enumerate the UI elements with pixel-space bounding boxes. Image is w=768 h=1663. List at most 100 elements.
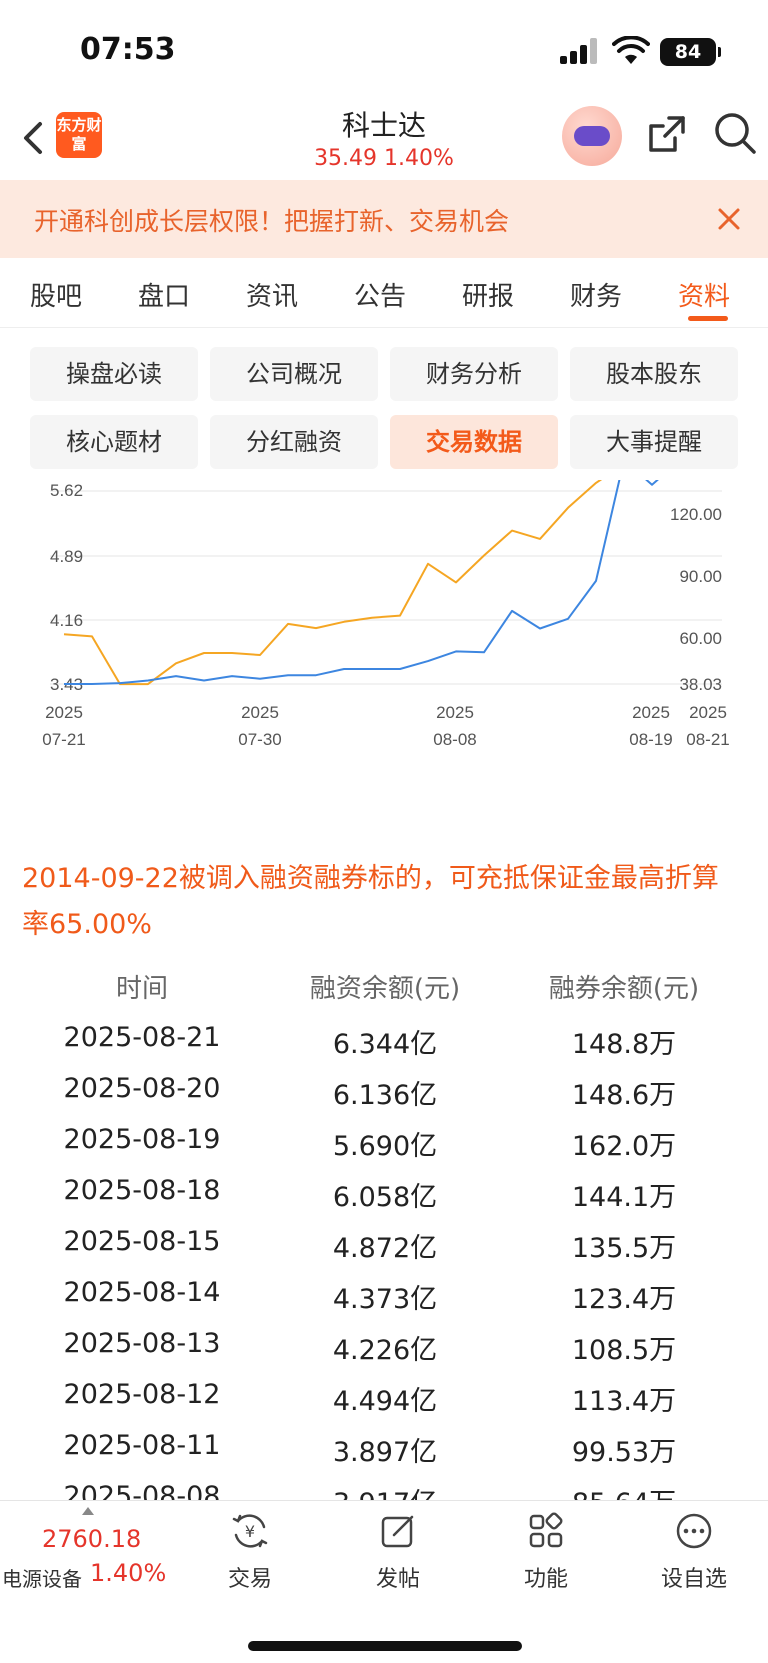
cell-date: 2025-08-19 [63, 1124, 221, 1155]
cell-date: 2025-08-15 [63, 1226, 221, 1257]
table-row: 2025-08-13 4.226亿 108.5万 [0, 1320, 768, 1371]
margin-table: 2025-08-21 6.344亿 148.8万 2025-08-20 6.136亿 14… [0, 1014, 768, 1500]
cell-financing-balance: 6.344亿 [332, 1029, 438, 1060]
cell-date: 2025-08-18 [63, 1175, 221, 1206]
table-row: 2025-08-21 6.344亿 148.8万 [0, 1014, 768, 1065]
x-tick-label: 2025 [436, 703, 474, 722]
x-tick-label: 2025 [632, 703, 670, 722]
cell-short-balance: 113.4万 [571, 1386, 677, 1417]
cell-date: 2025-08-21 [63, 1022, 221, 1053]
cell-date: 2025-08-20 [63, 1073, 221, 1104]
subtab-trading-guide[interactable]: 操盘必读 [30, 347, 198, 401]
edit-icon [381, 1515, 414, 1548]
table-row: 2025-08-08 3.917亿 85.64万 [0, 1473, 768, 1500]
banner-text: 开通科创成长层权限！把握打新、交易机会 [34, 207, 510, 236]
expand-arrow-icon[interactable] [82, 1507, 94, 1515]
x-tick-label: 2025 [689, 703, 727, 722]
cell-financing-balance: 6.058亿 [332, 1182, 438, 1213]
status-time: 07:53 [80, 32, 176, 67]
table-row: 2025-08-19 5.690亿 162.0万 [0, 1116, 768, 1167]
status-bar: 07:53 84 [0, 0, 768, 100]
tab-active-indicator [688, 316, 728, 321]
tab-research[interactable]: 研报 [462, 282, 515, 312]
x-tick-label: 07-30 [238, 730, 281, 749]
battery-icon: 84 [660, 38, 721, 66]
cell-date: 2025-08-08 [63, 1481, 221, 1500]
index-name[interactable]: 电源设备 [2, 1567, 82, 1591]
tab-announcements[interactable]: 公告 [354, 282, 407, 312]
back-icon[interactable] [18, 118, 48, 158]
tab-pankou[interactable]: 盘口 [138, 282, 191, 312]
assistant-robot-icon[interactable] [562, 106, 622, 166]
cell-financing-balance: 3.897亿 [332, 1437, 438, 1468]
section-tabs: 股吧 盘口 资讯 公告 研报 财务 资料 [0, 258, 768, 328]
cell-financing-balance: 6.136亿 [332, 1080, 438, 1111]
subtab-dividends[interactable]: 分红融资 [210, 415, 378, 469]
table-row: 2025-08-15 4.872亿 135.5万 [0, 1218, 768, 1269]
subtab-major-events[interactable]: 大事提醒 [570, 415, 738, 469]
tab-finance[interactable]: 财务 [570, 282, 623, 312]
x-tick-label: 2025 [45, 703, 83, 722]
yuan-exchange-icon: ¥ [232, 1514, 268, 1548]
tab-guba[interactable]: 股吧 [30, 282, 83, 312]
y-right-tick: 120.00 [670, 505, 722, 524]
y-left-tick: 4.16 [50, 611, 83, 630]
col-header-short: 融券余额(元) [548, 974, 700, 1004]
table-row: 2025-08-12 4.494亿 113.4万 [0, 1371, 768, 1422]
app-logo: 东方财富 [56, 112, 102, 158]
cell-short-balance: 85.64万 [524, 1481, 724, 1500]
short-balance-line [63, 480, 603, 686]
subtab-financial-analysis[interactable]: 财务分析 [390, 347, 558, 401]
cell-short-balance: 123.4万 [571, 1284, 677, 1315]
index-change[interactable]: 1.40% [90, 1559, 167, 1587]
cell-date: 2025-08-13 [63, 1328, 221, 1359]
promo-banner[interactable]: 开通科创成长层权限！把握打新、交易机会 [0, 180, 768, 258]
index-value[interactable]: 2760.18 [42, 1525, 142, 1553]
home-indicator [248, 1641, 522, 1651]
cell-short-balance: 148.8万 [571, 1029, 677, 1060]
signal-icon [560, 38, 600, 64]
cell-date: 2025-08-14 [63, 1277, 221, 1308]
post-button[interactable]: 发帖 [348, 1511, 448, 1593]
cell-short-balance: 99.53万 [571, 1437, 677, 1468]
functions-label: 功能 [523, 1567, 568, 1592]
trade-label: 交易 [227, 1567, 272, 1592]
functions-button[interactable]: 功能 [496, 1511, 596, 1593]
tab-news[interactable]: 资讯 [246, 282, 299, 312]
trade-button[interactable]: ¥ 交易 [200, 1511, 300, 1593]
cell-date: 2025-08-11 [63, 1430, 221, 1461]
x-tick-label: 08-19 [629, 730, 672, 749]
grid-apps-icon [529, 1512, 563, 1548]
margin-eligibility-notice: 2014-09-22被调入融资融券标的，可充抵保证金最高折算率65.00% [22, 863, 719, 940]
wifi-icon [612, 36, 650, 64]
margin-balance-chart: 5.624.894.163.43120.0090.0060.0038.03202… [42, 480, 730, 749]
financing-balance-line [64, 480, 659, 685]
nav-bar: 东方财富 科士达 35.49 1.40% [0, 100, 768, 180]
subtab-shareholders[interactable]: 股本股东 [570, 347, 738, 401]
cell-financing-balance: 4.373亿 [332, 1284, 438, 1315]
table-row: 2025-08-11 3.897亿 99.53万 [0, 1422, 768, 1473]
cell-financing-balance: 4.872亿 [332, 1233, 438, 1264]
bottom-toolbar: 2760.18 电源设备 1.40% ¥ 交易 发帖 功能 [0, 1500, 768, 1663]
tab-profile[interactable]: 资料 [678, 282, 731, 312]
cell-date: 2025-08-12 [63, 1379, 221, 1410]
cell-financing-balance: 3.917亿 [290, 1481, 480, 1500]
add-watchlist-button[interactable]: 设自选 [644, 1511, 744, 1593]
subtab-company-overview[interactable]: 公司概况 [210, 347, 378, 401]
stock-name: 科士达 [341, 109, 426, 142]
cell-short-balance: 135.5万 [571, 1233, 677, 1264]
search-icon[interactable] [712, 110, 758, 156]
close-icon[interactable] [712, 202, 746, 236]
cell-financing-balance: 4.226亿 [332, 1335, 438, 1366]
cell-financing-balance: 5.690亿 [332, 1131, 438, 1162]
subtab-trading-data[interactable]: 交易数据 [390, 415, 558, 469]
y-right-tick: 60.00 [679, 629, 722, 648]
cell-short-balance: 108.5万 [571, 1335, 677, 1366]
cell-short-balance: 148.6万 [571, 1080, 677, 1111]
share-icon[interactable] [645, 112, 689, 156]
x-tick-label: 07-21 [42, 730, 85, 749]
subtab-core-themes[interactable]: 核心题材 [30, 415, 198, 469]
cell-short-balance: 144.1万 [571, 1182, 677, 1213]
table-row: 2025-08-14 4.373亿 123.4万 [0, 1269, 768, 1320]
table-row: 2025-08-20 6.136亿 148.6万 [0, 1065, 768, 1116]
